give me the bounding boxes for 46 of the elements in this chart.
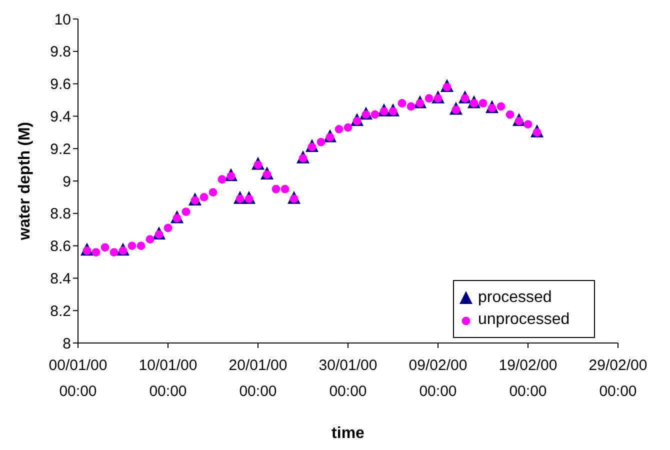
point <box>398 99 406 108</box>
point <box>478 99 488 108</box>
y-tick-label: 8.2 <box>50 302 71 320</box>
point <box>200 193 208 202</box>
point <box>92 248 100 256</box>
point <box>136 242 146 250</box>
point <box>128 242 136 250</box>
point <box>146 235 154 244</box>
x-tick-label: 29/02/00 00:00 <box>588 357 648 400</box>
y-tick-label: 9.4 <box>50 108 71 126</box>
point <box>164 224 172 232</box>
y-tick-label: 9 <box>62 173 71 190</box>
point <box>424 94 434 103</box>
point <box>316 138 326 146</box>
point <box>524 120 532 128</box>
x-axis-title: time <box>332 425 365 442</box>
y-tick-label: 8.6 <box>50 238 71 256</box>
y-tick-label: 9.2 <box>50 140 71 158</box>
legend-label: processed <box>478 288 552 308</box>
y-tick-label: 9.8 <box>50 44 71 61</box>
point <box>506 110 514 119</box>
y-tick-label: 8 <box>62 335 71 352</box>
point <box>272 184 280 194</box>
x-tick-label: 09/02/00 00:00 <box>408 357 468 400</box>
point <box>406 102 416 111</box>
point <box>110 248 118 256</box>
x-tick-label: 00/01/00 00:00 <box>48 357 108 400</box>
point <box>370 110 380 119</box>
point <box>218 175 226 184</box>
y-axis-title: water depth (M) <box>16 122 34 242</box>
x-tick-label: 19/02/00 00:00 <box>498 357 558 400</box>
y-tick-label: 8.8 <box>50 206 71 223</box>
point <box>208 188 218 197</box>
point <box>280 184 290 194</box>
y-tick-label: 10 <box>54 11 71 28</box>
point <box>334 124 344 134</box>
point <box>344 123 352 132</box>
legend-label: unprocessed <box>478 310 570 330</box>
x-tick-label: 10/01/00 00:00 <box>138 357 198 400</box>
point <box>182 208 190 216</box>
y-tick-label: 8.4 <box>50 270 71 288</box>
point <box>100 243 110 252</box>
x-tick-label: 20/01/00 00:00 <box>228 357 288 400</box>
x-tick-label: 30/01/00 00:00 <box>318 357 378 400</box>
point <box>496 102 506 111</box>
y-tick-label: 9.6 <box>50 76 71 94</box>
